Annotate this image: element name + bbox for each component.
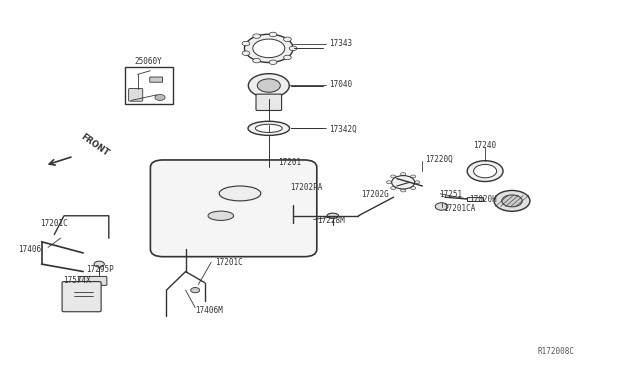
Text: 17574X: 17574X [63, 276, 90, 285]
Circle shape [415, 181, 420, 184]
Ellipse shape [248, 121, 290, 135]
Circle shape [284, 37, 291, 42]
Circle shape [244, 34, 293, 62]
Circle shape [467, 161, 503, 182]
Text: 17040: 17040 [330, 80, 353, 89]
Circle shape [253, 58, 260, 63]
Circle shape [257, 79, 280, 92]
Circle shape [474, 164, 497, 178]
Text: 17201CA: 17201CA [444, 204, 476, 213]
FancyBboxPatch shape [256, 94, 282, 110]
FancyBboxPatch shape [150, 77, 163, 82]
Text: 25060Y: 25060Y [134, 57, 162, 66]
Circle shape [155, 94, 165, 100]
Text: 17240: 17240 [474, 141, 497, 150]
Circle shape [242, 51, 250, 55]
Text: 17202G: 17202G [362, 190, 389, 199]
Text: 17202PA: 17202PA [290, 183, 323, 192]
Circle shape [387, 181, 392, 184]
Text: 17220Q: 17220Q [426, 155, 453, 164]
Circle shape [269, 60, 277, 64]
Text: 17201: 17201 [278, 158, 301, 167]
Text: 17251: 17251 [439, 190, 462, 199]
FancyBboxPatch shape [79, 276, 107, 285]
Circle shape [411, 187, 416, 190]
Text: 17020H: 17020H [469, 195, 497, 203]
Text: 17342Q: 17342Q [330, 125, 357, 134]
Circle shape [191, 288, 200, 293]
Text: 17406: 17406 [18, 245, 41, 254]
Text: 17201C: 17201C [40, 219, 67, 228]
Text: FRONT: FRONT [79, 132, 110, 157]
Circle shape [411, 175, 416, 178]
Ellipse shape [219, 186, 261, 201]
Circle shape [253, 39, 285, 58]
Circle shape [248, 74, 289, 97]
Circle shape [242, 41, 250, 46]
Text: 17201C: 17201C [215, 258, 243, 267]
FancyBboxPatch shape [62, 282, 101, 312]
Ellipse shape [327, 213, 339, 218]
Circle shape [401, 173, 406, 176]
FancyBboxPatch shape [150, 160, 317, 257]
Ellipse shape [208, 211, 234, 220]
FancyBboxPatch shape [125, 67, 173, 104]
Circle shape [390, 175, 396, 178]
Text: 17343: 17343 [330, 39, 353, 48]
Text: 17295P: 17295P [86, 265, 113, 274]
Text: R172008C: R172008C [538, 347, 575, 356]
Circle shape [253, 34, 260, 38]
Circle shape [390, 187, 396, 190]
FancyBboxPatch shape [467, 197, 483, 201]
Circle shape [94, 261, 104, 267]
Text: 17228M: 17228M [317, 216, 344, 225]
Circle shape [494, 190, 530, 211]
Circle shape [284, 55, 291, 60]
Text: 17406M: 17406M [195, 306, 223, 315]
Circle shape [502, 195, 522, 207]
Circle shape [269, 32, 277, 37]
Circle shape [289, 46, 297, 51]
Circle shape [392, 176, 415, 189]
FancyBboxPatch shape [129, 89, 143, 101]
Ellipse shape [255, 124, 282, 132]
Circle shape [401, 189, 406, 192]
Circle shape [435, 203, 448, 210]
